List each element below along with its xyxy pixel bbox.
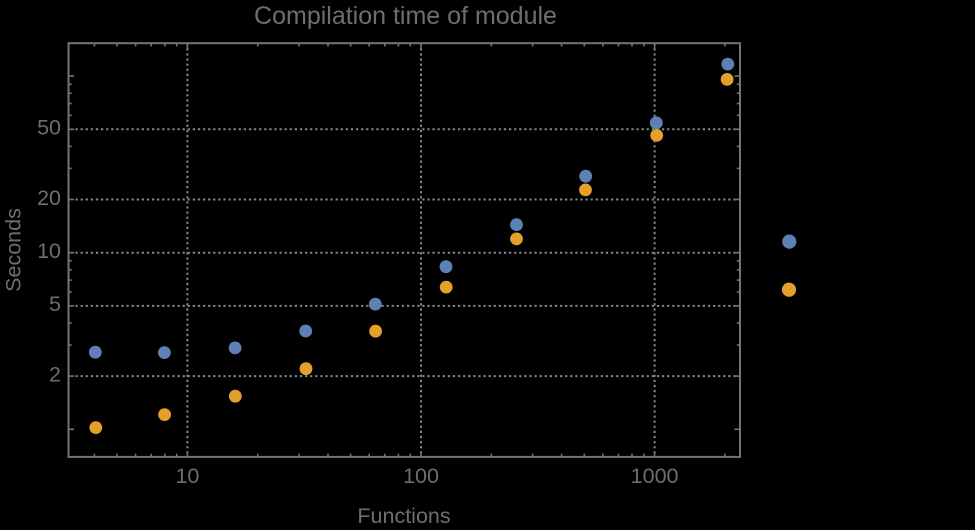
svg-text:10: 10 [175, 464, 199, 488]
svg-text:20: 20 [37, 186, 61, 210]
svg-text:1000: 1000 [631, 464, 679, 488]
svg-text:50: 50 [37, 116, 61, 140]
svg-text:Seconds: Seconds [1, 208, 25, 292]
svg-text:Functions: Functions [357, 504, 450, 525]
svg-text:100: 100 [403, 464, 439, 488]
svg-text:5: 5 [49, 292, 61, 316]
svg-text:2: 2 [49, 362, 61, 386]
svg-text:10: 10 [37, 239, 61, 263]
svg-text:Compilation time of module: Compilation time of module [254, 2, 557, 30]
